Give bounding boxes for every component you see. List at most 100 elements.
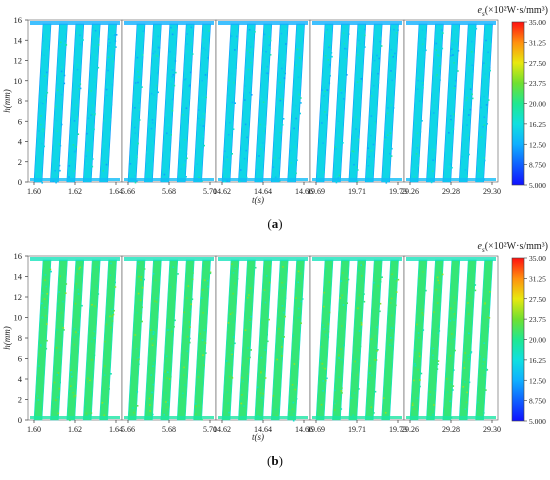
texture-dot [439, 271, 441, 274]
texture-dot [136, 311, 138, 314]
texture-dot [327, 89, 330, 92]
texture-dot [249, 76, 251, 79]
texture-dot [269, 47, 271, 50]
texture-dot [470, 352, 472, 354]
texture-dot [74, 302, 77, 305]
texture-dot [276, 100, 278, 103]
texture-dot [40, 345, 42, 348]
texture-dot [76, 68, 79, 71]
texture-dot [65, 283, 68, 285]
texture-dot [103, 142, 106, 145]
texture-dot [187, 285, 190, 287]
texture-dot [136, 97, 138, 99]
texture-dot [165, 360, 167, 363]
texture-dot [372, 157, 375, 159]
texture-dot [153, 94, 155, 96]
texture-dot [375, 359, 378, 361]
texture-dot [223, 180, 226, 183]
texture-dot [484, 65, 487, 68]
texture-dot [414, 349, 416, 351]
texture-dot [86, 162, 88, 165]
texture-dot [146, 151, 148, 154]
texture-dot [171, 69, 174, 71]
texture-dot [351, 150, 354, 152]
texture-dot [227, 322, 230, 324]
texture-dot [155, 84, 158, 87]
texture-dot [345, 58, 347, 60]
texture-dot [153, 361, 155, 364]
texture-dot [249, 46, 252, 48]
texture-dot [171, 330, 173, 333]
texture-dot [327, 330, 330, 333]
texture-dot [438, 330, 441, 332]
texture-dot [197, 117, 200, 120]
texture-dot [432, 357, 435, 360]
texture-dot [76, 273, 78, 275]
texture-dot [411, 404, 414, 406]
texture-dot [186, 297, 188, 299]
texture-dot [234, 102, 236, 104]
texture-dot [39, 406, 42, 409]
texture-dot [103, 403, 106, 405]
texture-dot [483, 95, 485, 98]
texture-dot [297, 358, 300, 360]
texture-dot [376, 286, 379, 288]
texture-dot [373, 281, 375, 284]
texture-dot [379, 40, 381, 43]
texture-dot [431, 101, 434, 104]
texture-dot [442, 32, 444, 34]
texture-dot [227, 402, 229, 405]
texture-dot [263, 289, 266, 291]
texture-dot [485, 369, 488, 371]
texture-dot [35, 395, 38, 398]
texture-dot [268, 281, 271, 284]
texture-dot [56, 329, 59, 331]
texture-dot [369, 372, 371, 374]
texture-dot [432, 354, 434, 357]
texture-dot [338, 174, 341, 177]
colorbar-tick-label: 20.00 [529, 336, 546, 345]
texture-dot [142, 31, 144, 34]
texture-dot [114, 281, 116, 284]
texture-dot [241, 376, 243, 379]
texture-dot [187, 50, 189, 53]
texture-dot [292, 334, 295, 337]
texture-dot [299, 40, 301, 42]
x-tick-label: 19.73 [389, 425, 407, 434]
texture-dot [385, 358, 388, 360]
texture-dot [466, 119, 468, 122]
x-tick-label: 19.69 [307, 425, 325, 434]
texture-dot [238, 181, 241, 183]
texture-dot [235, 38, 238, 41]
texture-dot [355, 116, 357, 118]
texture-dot [151, 343, 154, 345]
texture-dot [464, 408, 467, 410]
x-tick-label: 29.30 [483, 425, 501, 434]
texture-dot [76, 116, 78, 118]
texture-dot [166, 377, 168, 379]
texture-dot [323, 328, 325, 330]
texture-dot [453, 313, 456, 315]
texture-dot [171, 109, 174, 112]
texture-dot [89, 391, 92, 393]
texture-dot [387, 312, 390, 314]
texture-dot [134, 132, 137, 134]
texture-dot [62, 327, 65, 329]
texture-dot [260, 371, 262, 374]
texture-dot [45, 35, 48, 37]
texture-dot [236, 35, 238, 38]
texture-dot [334, 389, 336, 392]
texture-dot [445, 377, 448, 380]
x-tick-label: 5.70 [203, 425, 217, 434]
texture-dot [323, 124, 326, 127]
texture-dot [297, 78, 299, 80]
texture-dot [97, 293, 100, 295]
texture-dot [416, 132, 419, 135]
texture-dot [59, 169, 61, 172]
texture-dot [300, 97, 302, 99]
texture-dot [334, 146, 337, 148]
texture-dot [112, 313, 115, 316]
texture-dot [449, 115, 452, 117]
texture-dot [466, 97, 468, 99]
texture-dot [373, 412, 375, 414]
